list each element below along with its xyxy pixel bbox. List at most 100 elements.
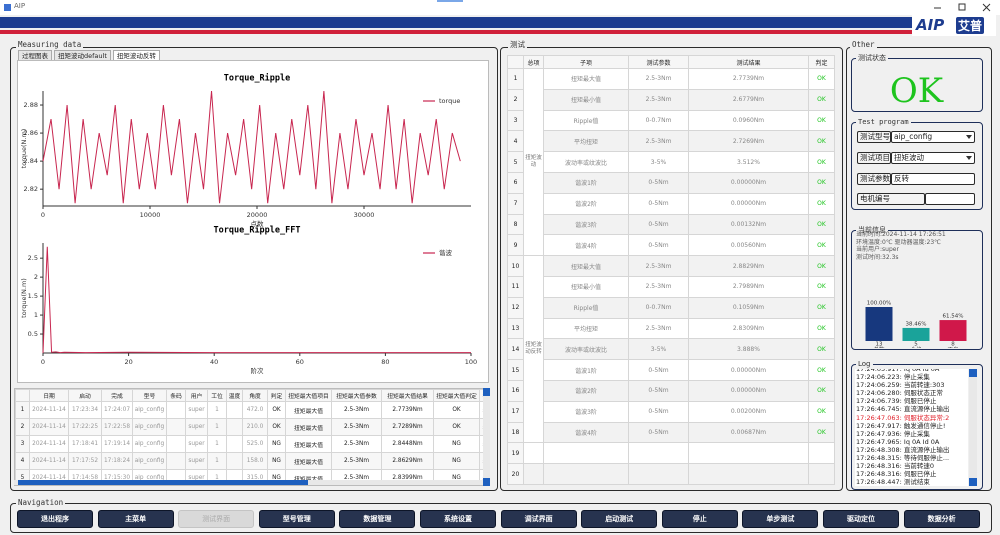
table-cell xyxy=(543,442,629,465)
table-cell: OK xyxy=(808,338,835,361)
table-row[interactable]: 3 Ripple值 0-0.7Nm 0.0960Nm OK xyxy=(507,109,835,132)
table-row[interactable]: 11 扭矩最小值 2.5-3Nm 2.7989Nm OK xyxy=(507,275,835,298)
table-row[interactable]: 8 谐波3阶 0-5Nm 0.00132Nm OK xyxy=(507,213,835,236)
nav-button[interactable]: 退出程序 xyxy=(17,510,93,528)
table-cell: 2024-11-14 xyxy=(29,418,69,436)
table-row[interactable]: 14 波动率或纹波比 3-5% 3.888% OK xyxy=(507,338,835,361)
bar xyxy=(939,320,967,341)
window-controls[interactable] xyxy=(930,2,996,13)
x-tick-label: 80 xyxy=(381,358,389,366)
table-row[interactable]: 12 Ripple值 0-0.7Nm 0.1059Nm OK xyxy=(507,296,835,319)
header-cell: 日期 xyxy=(29,389,69,402)
log-line: 17:24:06.259: 当前转速:303 xyxy=(856,381,945,390)
table-cell: 0.0960Nm xyxy=(688,109,809,132)
nav-button[interactable]: 主菜单 xyxy=(97,510,174,528)
row-number: 7 xyxy=(507,192,524,215)
log-line: 17:26:47.917: 触发通信停止! xyxy=(856,421,946,430)
table-row[interactable]: 1 2024-11-14 17:23:34 17:24:07 aip_config sup… xyxy=(15,401,489,419)
input[interactable]: 反转 xyxy=(891,173,975,185)
nav-button[interactable]: 系统设置 xyxy=(420,510,496,528)
table-cell: 2.5-3Nm xyxy=(331,401,382,419)
table-row[interactable]: 6 谐波1阶 0-5Nm 0.00000Nm OK xyxy=(507,171,835,194)
nav-button[interactable]: 启动测试 xyxy=(581,510,658,528)
table-cell: Ripple值 xyxy=(543,109,629,132)
header-cell: 工位 xyxy=(207,389,227,402)
table-row[interactable]: 2 2024-11-14 17:22:25 17:22:58 aip_config sup… xyxy=(15,418,489,436)
header-band-blue xyxy=(0,17,912,28)
header-cell: 扭矩最大值结果 xyxy=(381,389,434,402)
group-label: 扭矩波动 xyxy=(523,67,544,257)
tab[interactable]: 扭矩波动反转 xyxy=(112,50,160,60)
tab[interactable]: 扭矩波动default xyxy=(54,50,111,60)
y-tick-label: 2.86 xyxy=(24,129,38,137)
table-row[interactable]: 13 平均扭矩 2.5-3Nm 2.8309Nm OK xyxy=(507,317,835,340)
table-cell: 17:22:25 xyxy=(68,418,102,436)
table-cell: 158.0 xyxy=(242,452,268,470)
table-row[interactable]: 1 扭矩波动 扭矩最大值 2.5-3Nm 2.7739Nm OK xyxy=(507,67,835,257)
nav-button[interactable]: 驱动定位 xyxy=(823,510,899,528)
table-row[interactable]: 5 波动率或纹波比 3-5% 3.512% OK xyxy=(507,151,835,173)
table-cell: 谐波3阶 xyxy=(543,400,629,423)
table-row[interactable]: 9 谐波4阶 0-5Nm 0.00560Nm OK xyxy=(507,234,835,257)
table-row[interactable]: 2 扭矩最小值 2.5-3Nm 2.6779Nm OK xyxy=(507,88,835,111)
table-row[interactable]: 4 平均扭矩 2.5-3Nm 2.7269Nm OK xyxy=(507,130,835,153)
table-cell: 0-5Nm xyxy=(628,171,689,194)
bar-category: 不良 xyxy=(947,346,959,349)
test-group xyxy=(500,47,843,491)
table-cell: 3-5% xyxy=(628,338,689,361)
table-row[interactable]: 3 2024-11-14 17:18:41 17:19:14 aip_config sup… xyxy=(15,435,489,453)
table-cell: 17:23:34 xyxy=(68,401,102,419)
header-cell: 子项 xyxy=(543,55,629,69)
stat-chart: 100.00% 13总数 38.46% 5合格 61.54% 8不良 xyxy=(865,301,967,349)
table-cell: 谐波2阶 xyxy=(543,379,629,402)
history-table: 日期 启动 完成 型号 条码 用户 工位 温度 角度 判定 扭矩最大值项目 扭矩最大值参数 扭矩最大值结… xyxy=(14,388,490,486)
dropdown[interactable]: aip_config xyxy=(891,131,975,143)
table-cell: 17:18:24 xyxy=(101,452,133,470)
table-row[interactable]: 18 谐波4阶 0-5Nm 0.00687Nm OK xyxy=(507,421,835,444)
table-cell: 2.8829Nm xyxy=(688,255,809,277)
x-axis-label: 点数 xyxy=(251,219,265,228)
table-cell: OK xyxy=(808,109,835,132)
table-cell: 3.512% xyxy=(688,151,809,173)
scrollbar[interactable] xyxy=(483,388,490,486)
h-scrollbar[interactable] xyxy=(14,480,483,485)
nav-button[interactable]: 数据管理 xyxy=(339,510,416,528)
header-cell: 扭矩最大值判定 xyxy=(433,389,480,402)
row-number: 9 xyxy=(507,234,524,257)
dropdown[interactable]: 扭矩波动 xyxy=(891,152,975,164)
nav-button[interactable]: 停止 xyxy=(661,510,738,528)
table-cell xyxy=(523,463,544,485)
table-cell xyxy=(543,463,629,485)
window-title: AIP xyxy=(14,2,26,10)
nav-button[interactable]: 型号管理 xyxy=(258,510,335,528)
table-cell: super xyxy=(185,435,208,453)
series-line xyxy=(42,90,461,204)
bar-count: 13 xyxy=(876,342,883,348)
table-row[interactable]: 7 谐波2阶 0-5Nm 0.00000Nm OK xyxy=(507,192,835,215)
nav-button[interactable]: 数据分析 xyxy=(903,510,980,528)
log-scrollbar[interactable] xyxy=(969,369,977,486)
nav-button[interactable]: 单步测试 xyxy=(742,510,819,528)
table-cell: 17:19:14 xyxy=(101,435,133,453)
input[interactable] xyxy=(925,193,975,205)
table-cell: NG xyxy=(433,435,480,453)
table-cell: 扭矩最大值 xyxy=(543,68,629,90)
table-row[interactable]: 16 谐波2阶 0-5Nm 0.00000Nm OK xyxy=(507,379,835,402)
table-row[interactable]: 10 扭矩波动反转 扭矩最大值 2.5-3Nm 2.8829Nm OK xyxy=(507,255,835,444)
tab[interactable]: 过程图表 xyxy=(18,50,52,60)
table-cell: OK xyxy=(808,400,835,423)
info-line: 环境温度:0℃ 驱动器温度:23℃ xyxy=(856,238,941,246)
logo-brand-cn: 艾普 xyxy=(956,17,985,34)
y-tick-label: 2.84 xyxy=(24,157,38,165)
bar-category: 总数 xyxy=(873,346,885,349)
title-bar: AIP xyxy=(0,0,1000,15)
table-cell: OK xyxy=(808,88,835,111)
table-row[interactable]: 17 谐波3阶 0-5Nm 0.00200Nm OK xyxy=(507,400,835,423)
row-number: 12 xyxy=(507,296,524,319)
table-row: 20 xyxy=(507,463,835,485)
table-row[interactable]: 4 2024-11-14 17:17:52 17:18:24 aip_config sup… xyxy=(15,452,489,470)
table-row[interactable]: 15 谐波1阶 0-5Nm 0.00000Nm OK xyxy=(507,359,835,381)
table-cell: 波动率或纹波比 xyxy=(543,338,629,361)
nav-button[interactable]: 调试界面 xyxy=(500,510,577,528)
table-cell: 2.5-3Nm xyxy=(628,317,689,340)
